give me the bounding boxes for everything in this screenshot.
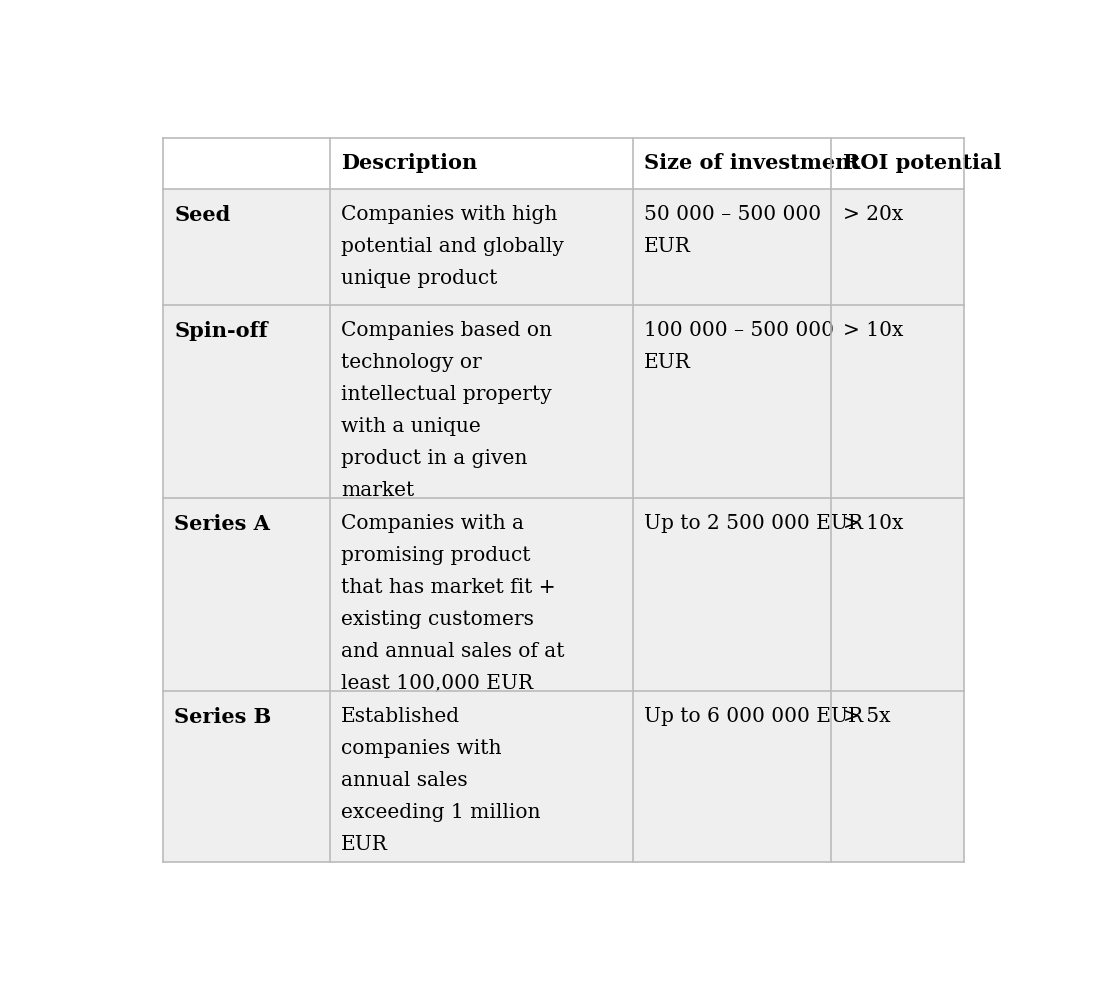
Text: Series A: Series A <box>174 514 271 535</box>
Bar <box>163 498 965 691</box>
Text: unique product: unique product <box>341 268 497 288</box>
Text: annual sales: annual sales <box>341 771 468 790</box>
Text: Established: Established <box>341 707 460 727</box>
Text: Spin-off: Spin-off <box>174 322 268 342</box>
Text: EUR: EUR <box>644 353 691 372</box>
Text: intellectual property: intellectual property <box>341 385 552 404</box>
Text: product in a given: product in a given <box>341 449 527 468</box>
Text: Companies with a: Companies with a <box>341 514 524 534</box>
Text: Size of investment: Size of investment <box>644 153 860 173</box>
Text: Companies with high: Companies with high <box>341 205 558 224</box>
Text: Up to 6 000 000 EUR: Up to 6 000 000 EUR <box>644 707 864 727</box>
Text: EUR: EUR <box>644 237 691 255</box>
Text: > 10x: > 10x <box>843 322 903 341</box>
Text: Seed: Seed <box>174 205 231 225</box>
Text: 50 000 – 500 000: 50 000 – 500 000 <box>644 205 821 224</box>
Text: > 10x: > 10x <box>843 514 903 534</box>
Text: Companies based on: Companies based on <box>341 322 552 341</box>
Text: ROI potential: ROI potential <box>843 153 1001 173</box>
Text: Series B: Series B <box>174 707 272 728</box>
Text: > 5x: > 5x <box>843 707 890 727</box>
Bar <box>163 691 965 862</box>
Text: market: market <box>341 481 415 500</box>
Text: companies with: companies with <box>341 740 502 758</box>
Text: existing customers: existing customers <box>341 610 534 630</box>
Text: and annual sales of at: and annual sales of at <box>341 643 564 661</box>
Text: EUR: EUR <box>341 836 388 854</box>
Text: potential and globally: potential and globally <box>341 237 564 255</box>
Text: with a unique: with a unique <box>341 418 481 437</box>
Text: > 20x: > 20x <box>843 205 903 224</box>
Text: Up to 2 500 000 EUR: Up to 2 500 000 EUR <box>644 514 862 534</box>
Text: Description: Description <box>341 153 477 173</box>
Text: that has market fit +: that has market fit + <box>341 578 556 597</box>
Bar <box>163 138 965 189</box>
Text: promising product: promising product <box>341 546 530 565</box>
Text: least 100,000 EUR: least 100,000 EUR <box>341 674 534 693</box>
Bar <box>163 189 965 305</box>
Text: technology or: technology or <box>341 353 482 372</box>
Text: 100 000 – 500 000: 100 000 – 500 000 <box>644 322 834 341</box>
Bar <box>163 305 965 498</box>
Text: exceeding 1 million: exceeding 1 million <box>341 803 540 823</box>
